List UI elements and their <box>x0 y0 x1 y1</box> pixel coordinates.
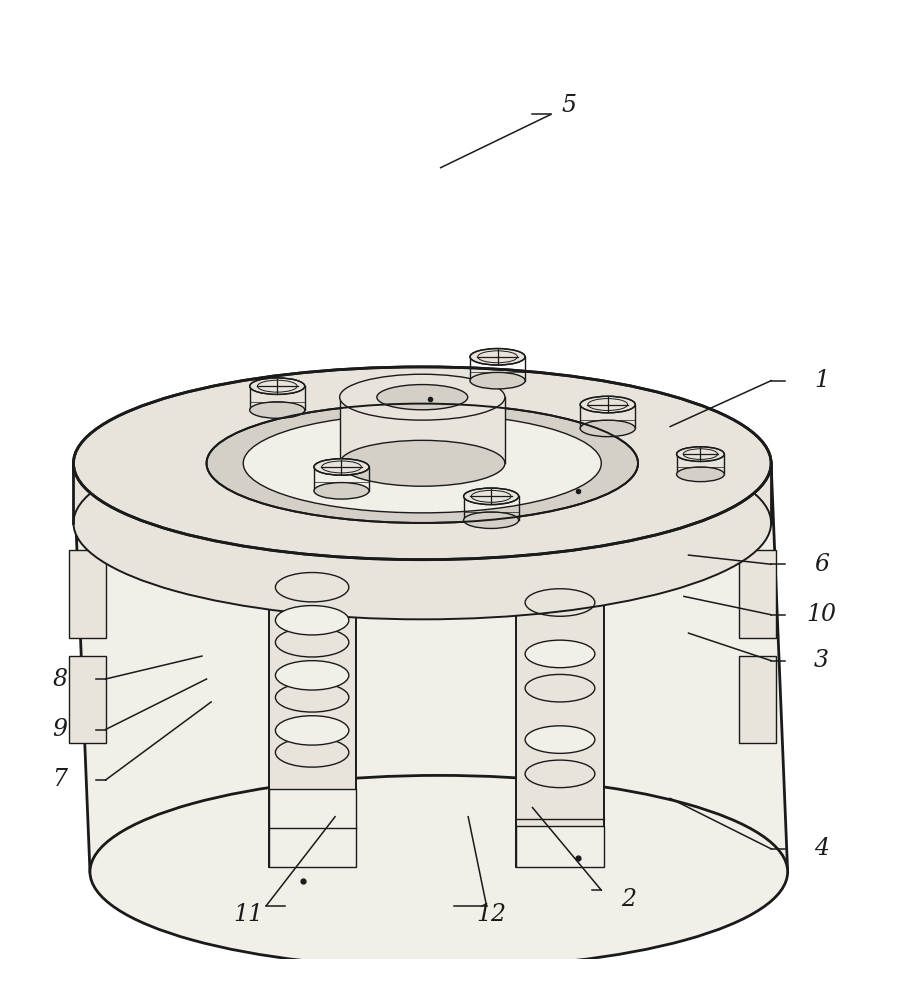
Ellipse shape <box>250 402 305 418</box>
Text: 7: 7 <box>52 768 67 791</box>
Ellipse shape <box>376 385 467 410</box>
Polygon shape <box>69 550 106 638</box>
Text: 6: 6 <box>814 553 829 576</box>
Polygon shape <box>340 397 505 463</box>
Ellipse shape <box>73 427 771 619</box>
Text: 11: 11 <box>233 903 263 926</box>
Ellipse shape <box>275 716 349 745</box>
Polygon shape <box>73 463 788 872</box>
Ellipse shape <box>580 396 635 413</box>
Ellipse shape <box>90 775 788 968</box>
Text: 8: 8 <box>52 668 67 691</box>
Ellipse shape <box>207 404 638 523</box>
Text: 2: 2 <box>621 888 636 911</box>
Ellipse shape <box>314 483 369 499</box>
Polygon shape <box>69 656 106 743</box>
Text: 5: 5 <box>562 94 577 117</box>
Ellipse shape <box>525 726 595 753</box>
Ellipse shape <box>250 378 305 394</box>
Polygon shape <box>73 463 771 523</box>
Polygon shape <box>739 656 776 743</box>
Ellipse shape <box>677 447 724 461</box>
Ellipse shape <box>314 459 369 475</box>
Ellipse shape <box>243 414 601 513</box>
Text: 1: 1 <box>814 369 829 392</box>
Text: 12: 12 <box>476 903 506 926</box>
Polygon shape <box>269 528 356 867</box>
Text: 3: 3 <box>814 649 829 672</box>
Polygon shape <box>269 789 356 867</box>
Polygon shape <box>739 550 776 638</box>
Ellipse shape <box>464 512 519 528</box>
Ellipse shape <box>275 661 349 690</box>
Ellipse shape <box>73 367 771 560</box>
Text: 4: 4 <box>814 837 829 860</box>
Ellipse shape <box>470 372 525 389</box>
Ellipse shape <box>275 606 349 635</box>
Ellipse shape <box>340 440 505 486</box>
Ellipse shape <box>340 374 505 420</box>
Ellipse shape <box>470 349 525 365</box>
Text: 9: 9 <box>52 718 67 741</box>
Ellipse shape <box>464 488 519 505</box>
Ellipse shape <box>580 420 635 437</box>
Text: 10: 10 <box>807 603 836 626</box>
Ellipse shape <box>525 640 595 668</box>
Polygon shape <box>516 826 604 867</box>
Ellipse shape <box>677 467 724 482</box>
Polygon shape <box>516 528 604 867</box>
